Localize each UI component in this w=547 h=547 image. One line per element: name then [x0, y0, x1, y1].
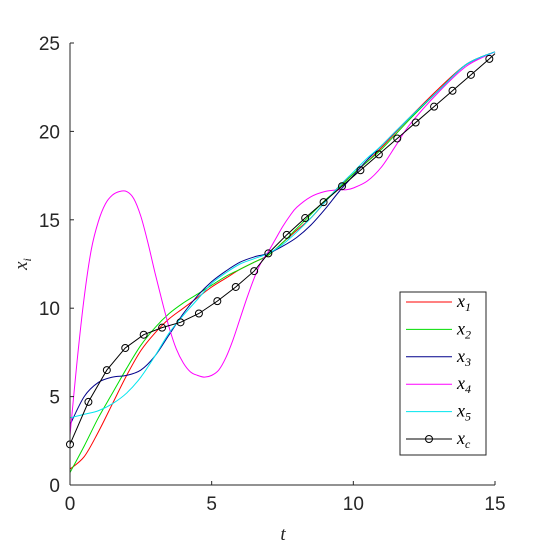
data-point-xc	[338, 182, 346, 191]
legend-label-sub: 2	[465, 327, 471, 341]
y-tick-label: 10	[39, 299, 60, 320]
x-tick-label: 0	[65, 494, 76, 515]
legend-entry-x5: x5	[406, 401, 471, 424]
legend-label-sub: 1	[465, 300, 471, 314]
legend-label-main: x	[456, 291, 465, 311]
data-point-xc	[213, 297, 222, 306]
data-point-xc	[466, 70, 475, 79]
data-point-xc	[485, 54, 494, 63]
y-axis-label: xi	[11, 258, 34, 271]
series-layer	[66, 51, 496, 473]
x-tick-label: 5	[206, 494, 217, 515]
data-point-xc	[158, 323, 167, 332]
legend-label-main: x	[456, 428, 465, 448]
data-point-xc	[448, 86, 457, 95]
data-point-xc	[356, 166, 365, 175]
data-point-xc	[319, 198, 328, 207]
data-point-xc	[374, 150, 383, 159]
data-point-xc	[231, 282, 240, 291]
legend-label-x3: x3	[456, 346, 471, 369]
data-point-xc	[176, 318, 185, 327]
legend-entry-x3: x3	[406, 346, 471, 369]
data-point-xc	[393, 134, 402, 143]
x-tick-label: 10	[343, 494, 364, 515]
x-tick-label: 15	[484, 494, 505, 515]
x-axis-label: t	[280, 524, 286, 545]
data-point-xc	[430, 102, 439, 111]
legend-marker-xc	[425, 435, 433, 443]
y-tick-label: 25	[39, 34, 60, 55]
data-point-xc	[139, 330, 148, 339]
series-line-x4	[69, 51, 496, 436]
legend-label-sub: 3	[464, 355, 471, 369]
legend-label-sub: 4	[465, 382, 471, 396]
data-point-xc	[121, 343, 130, 352]
data-point-xc	[282, 230, 291, 239]
legend-label-main: x	[456, 401, 465, 421]
data-point-xc	[264, 249, 273, 258]
legend-entry-xc: xc	[406, 428, 471, 451]
data-point-xc	[250, 267, 259, 276]
axes	[69, 43, 495, 486]
y-axis-label-main: x	[11, 261, 32, 271]
legend-label-main: x	[456, 373, 465, 393]
legend-label-main: x	[456, 346, 465, 366]
legend-label-x5: x5	[456, 401, 471, 424]
legend-label-sub: 5	[465, 410, 471, 424]
legend-label-x2: x2	[456, 318, 471, 341]
y-tick-label: 15	[39, 211, 60, 232]
series-line-x2	[69, 51, 496, 473]
legend-label-x1: x1	[456, 291, 471, 314]
legend-label-xc: xc	[456, 428, 471, 451]
y-tick-label: 5	[49, 388, 60, 409]
legend-entry-x2: x2	[406, 318, 471, 341]
y-axis-label-sub: i	[20, 258, 34, 261]
y-tick-label: 20	[39, 122, 60, 143]
legend-label-main: x	[456, 318, 465, 338]
legend-label-x4: x4	[456, 373, 471, 396]
data-point-xc	[411, 118, 420, 127]
series-line-xc	[69, 53, 496, 445]
legend-box	[399, 291, 487, 456]
series-line-x5	[69, 51, 496, 419]
data-point-xc	[194, 309, 203, 318]
data-point-xc	[84, 397, 93, 406]
y-tick-label: 0	[49, 476, 60, 497]
legend-entry-x4: x4	[406, 373, 471, 396]
data-point-xc	[301, 214, 310, 223]
legend-entry-x1: x1	[406, 291, 471, 314]
legend-label-sub: c	[465, 437, 471, 451]
data-point-xc	[102, 366, 111, 375]
